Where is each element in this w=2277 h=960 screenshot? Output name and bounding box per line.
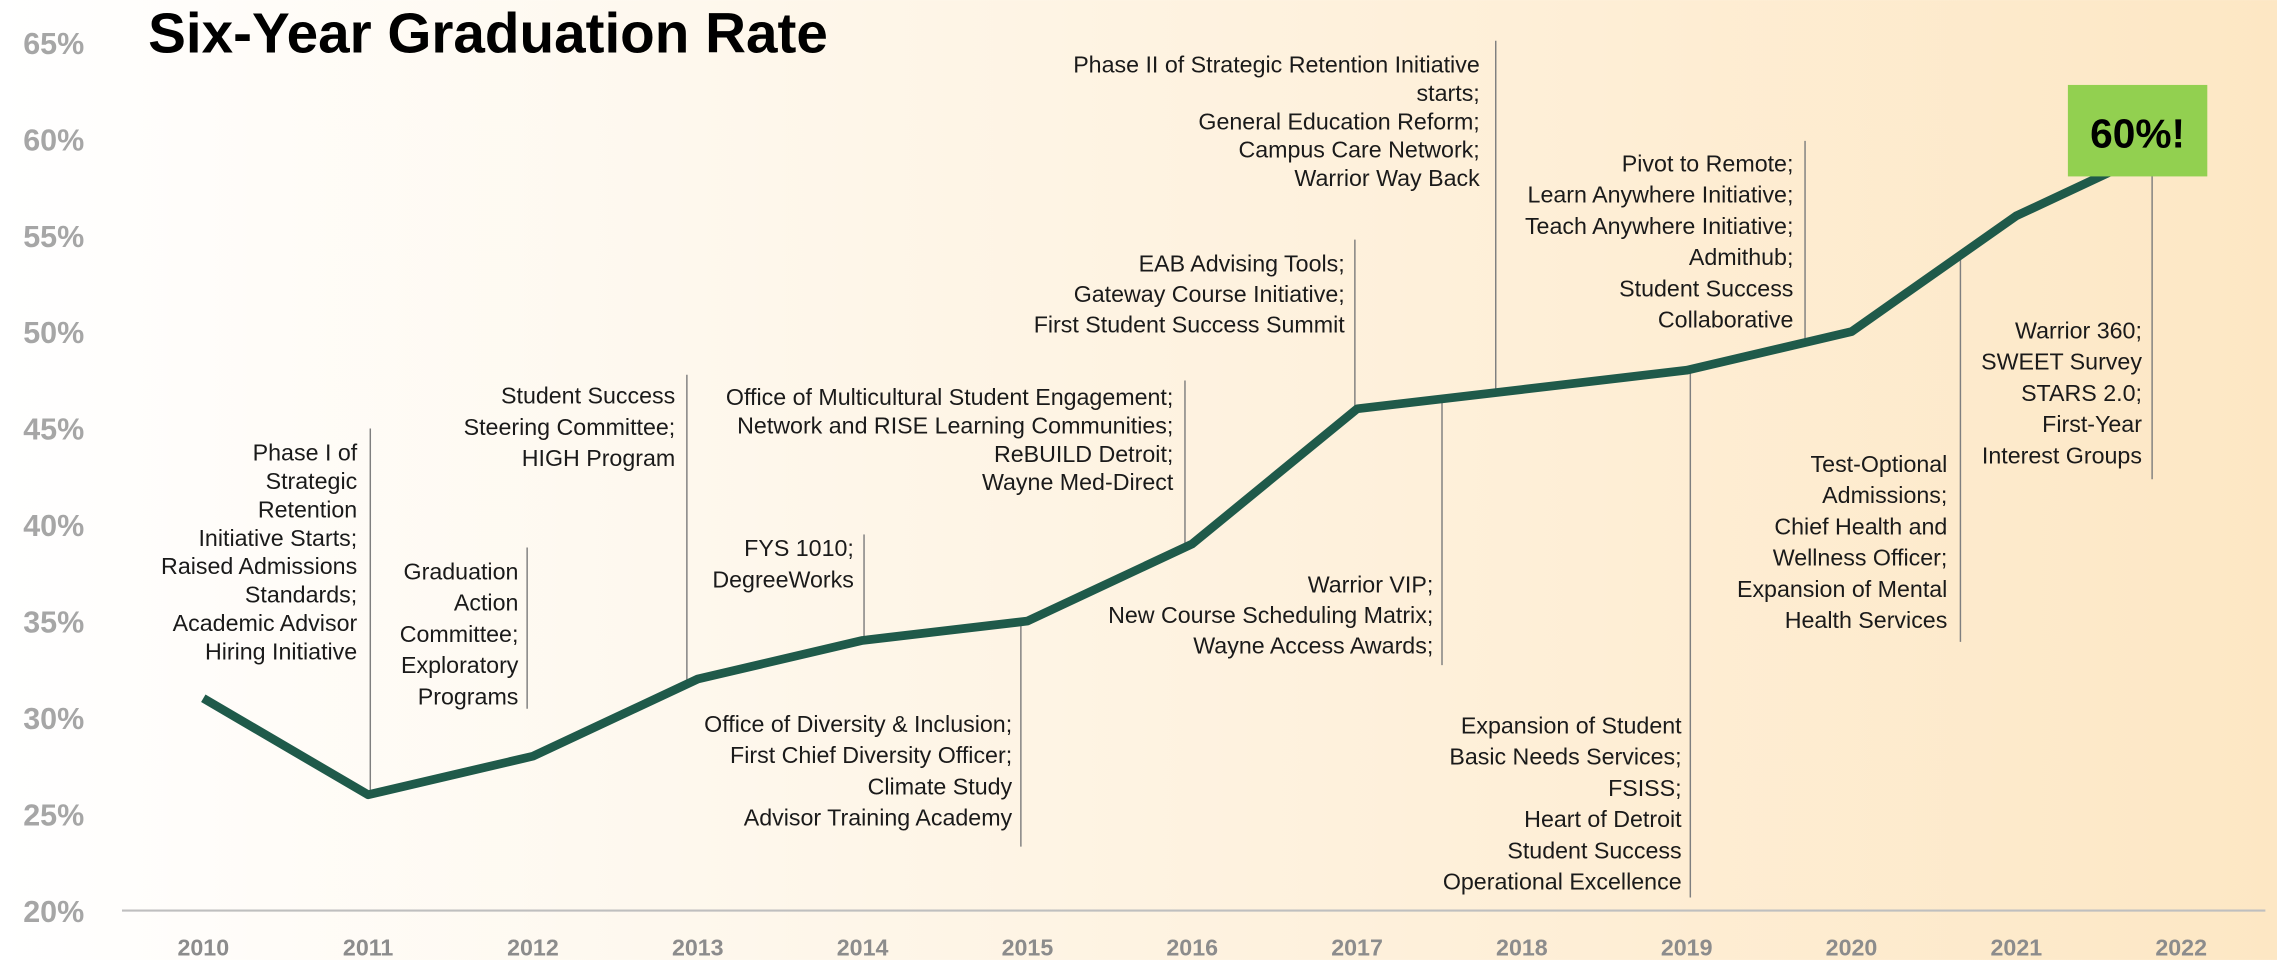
y-tick-label: 25% <box>23 799 84 833</box>
x-tick-label: 2016 <box>1166 935 1218 960</box>
annotation-text: Student Success <box>501 383 675 409</box>
annotation-text: Exploratory <box>401 652 519 678</box>
annotation-text: Office of Diversity & Inclusion; <box>704 711 1012 737</box>
annotation-text: FYS 1010; <box>744 535 854 561</box>
x-tick-label: 2020 <box>1826 935 1878 960</box>
annotation-text: DegreeWorks <box>712 566 854 592</box>
annotation-text: SWEET Survey <box>1981 349 2142 375</box>
annotation-text: Raised Admissions <box>161 553 357 579</box>
annotation-text: Steering Committee; <box>464 414 676 440</box>
annotation-text: Gateway Course Initiative; <box>1074 281 1345 307</box>
annotation-text: Admithub; <box>1689 244 1794 270</box>
annotation-text: Expansion of Student <box>1461 712 1682 738</box>
chart-title: Six-Year Graduation Rate <box>148 2 828 65</box>
annotation-text: Warrior VIP; <box>1308 572 1434 598</box>
annotation-text: Collaborative <box>1658 307 1794 333</box>
annotation-text: Test-Optional <box>1811 451 1948 477</box>
x-tick-label: 2018 <box>1496 935 1548 960</box>
annotation-text: Student Success <box>1619 275 1793 301</box>
annotation-text: Phase I of <box>253 439 358 465</box>
annotation-text: Warrior Way Back <box>1294 165 1480 191</box>
annotation-text: Learn Anywhere Initiative; <box>1528 182 1794 208</box>
annotation-text: First Student Success Summit <box>1034 312 1346 338</box>
annotation-text: Hiring Initiative <box>205 639 357 665</box>
annotation-text: Student Success <box>1507 837 1681 863</box>
annotation-text: Graduation <box>404 558 519 584</box>
annotation-text: STARS 2.0; <box>2021 380 2142 406</box>
data-line <box>201 134 2184 800</box>
x-tick-label: 2022 <box>2155 935 2207 960</box>
annotation-text: Climate Study <box>868 773 1013 799</box>
annotation-text: Office of Multicultural Student Engageme… <box>726 384 1173 410</box>
x-tick-label: 2014 <box>837 935 889 960</box>
y-tick-label: 30% <box>23 702 84 736</box>
annotation-text: EAB Advising Tools; <box>1139 251 1345 277</box>
y-tick-label: 50% <box>23 316 84 350</box>
x-tick-label: 2019 <box>1661 935 1713 960</box>
x-tick-label: 2021 <box>1991 935 2043 960</box>
y-tick-label: 40% <box>23 509 84 543</box>
annotation-text: General Education Reform; <box>1198 108 1479 134</box>
annotation-text: Wayne Med-Direct <box>982 469 1174 495</box>
value-label-box <box>2067 84 2208 177</box>
x-tick-label: 2011 <box>343 935 393 960</box>
annotation-text: Retention <box>258 496 357 522</box>
x-tick-label: 2012 <box>507 935 559 960</box>
annotation-text: Standards; <box>245 582 357 608</box>
x-tick-label: 2015 <box>1002 935 1054 960</box>
annotation-text: Wellness Officer; <box>1773 545 1948 571</box>
annotation-text: Network and RISE Learning Communities; <box>737 413 1173 439</box>
y-tick-label: 45% <box>23 413 84 447</box>
annotation-text: Chief Health and <box>1774 513 1947 539</box>
y-tick-label: 20% <box>23 895 84 929</box>
annotation-text: ReBUILD Detroit; <box>994 441 1173 467</box>
annotation-text: Initiative Starts; <box>198 525 357 551</box>
annotation-text: First-Year <box>2042 411 2142 437</box>
x-tick-label: 2017 <box>1331 935 1383 960</box>
annotation-text: Advisor Training Academy <box>744 805 1013 831</box>
annotation-text: Pivot to Remote; <box>1622 150 1794 176</box>
annotation-text: Basic Needs Services; <box>1449 744 1681 770</box>
annotation-text: Interest Groups <box>1982 442 2142 468</box>
annotation-text: New Course Scheduling Matrix; <box>1108 602 1433 628</box>
annotation-text: Action <box>454 590 519 616</box>
annotation-text: First Chief Diversity Officer; <box>730 742 1012 768</box>
annotation-text: Programs <box>418 683 519 709</box>
x-tick-label: 2013 <box>672 935 724 960</box>
annotation-text: Phase II of Strategic Retention Initiati… <box>1073 52 1480 78</box>
annotation-text: Operational Excellence <box>1443 869 1682 895</box>
annotation-text: HIGH Program <box>522 445 676 471</box>
annotation-text: Admissions; <box>1822 482 1947 508</box>
annotation-text: Academic Advisor <box>173 610 358 636</box>
annotation-text: Strategic <box>266 468 358 494</box>
annotation-text: FSISS; <box>1608 775 1682 801</box>
annotation-text: Health Services <box>1785 607 1948 633</box>
y-tick-label: 55% <box>23 220 84 254</box>
annotation-text: Heart of Detroit <box>1524 806 1682 832</box>
annotation-text: Campus Care Network; <box>1238 137 1479 163</box>
annotation-text: starts; <box>1417 80 1480 106</box>
value-label: 60%! <box>2090 110 2185 156</box>
x-tick-label: 2010 <box>177 935 229 960</box>
y-tick-label: 60% <box>23 123 84 157</box>
y-tick-label: 65% <box>23 27 84 61</box>
annotation-text: Committee; <box>400 621 519 647</box>
annotation-text: Expansion of Mental <box>1737 576 1947 602</box>
annotation-text: Wayne Access Awards; <box>1193 633 1433 659</box>
annotation-text: Warrior 360; <box>2015 317 2142 343</box>
y-tick-label: 35% <box>23 606 84 640</box>
annotation-text: Teach Anywhere Initiative; <box>1525 213 1793 239</box>
